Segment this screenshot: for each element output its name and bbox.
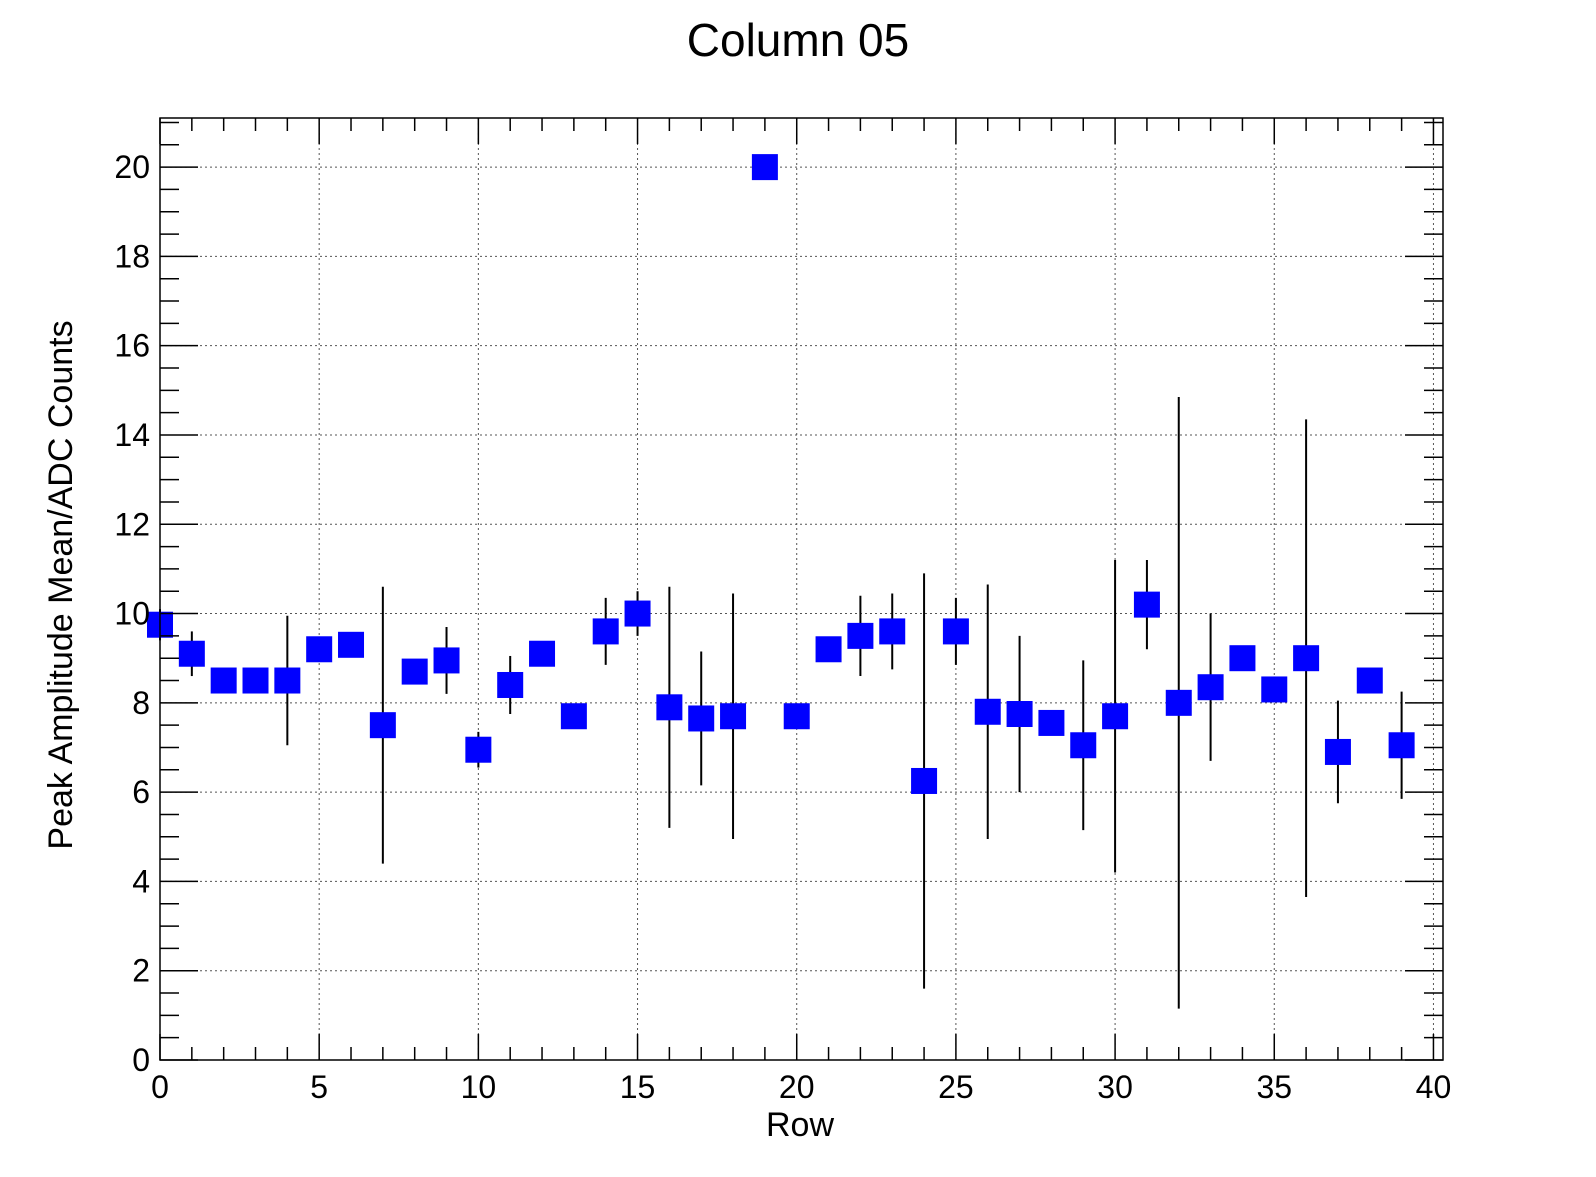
data-point-1 [178,640,205,667]
data-point-31 [1133,591,1160,618]
x-tick-label-10: 10 [461,1069,497,1105]
data-point-30 [1102,703,1129,730]
data-point-28 [1038,709,1065,736]
chart-title: Column 05 [687,14,909,66]
x-tick-label-0: 0 [151,1069,169,1105]
y-tick-label-20: 20 [114,149,150,185]
y-tick-label-18: 18 [114,238,150,274]
data-point-20 [783,703,810,730]
data-point-34 [1229,645,1256,672]
x-tick-label-25: 25 [938,1069,974,1105]
tick-labels: 0 5 10 15 20 25 30 35 40 0 2 4 6 8 10 12 14 16 18 20 [114,149,1451,1105]
data-point-10 [465,736,492,763]
data-point-18 [720,703,747,730]
data-point-16 [656,694,683,721]
data-point-17 [688,705,715,732]
y-tick-label-12: 12 [114,506,150,542]
data-point-23 [879,618,906,645]
plot-frame [159,117,1444,1061]
x-tick-label-15: 15 [620,1069,656,1105]
x-tick-label-20: 20 [779,1069,815,1105]
data-point-3 [242,667,269,694]
data-point-32 [1165,689,1192,716]
x-tick-label-30: 30 [1097,1069,1133,1105]
data-point-2 [210,667,237,694]
data-point-21 [815,636,842,663]
x-axis-label: Row [766,1106,834,1144]
data-point-36 [1293,645,1320,672]
y-tick-label-4: 4 [132,863,150,899]
y-tick-label-14: 14 [114,417,150,453]
data-point-7 [369,712,396,739]
y-tick-label-6: 6 [132,774,150,810]
y-tick-label-10: 10 [114,596,150,632]
data-point-12 [529,640,556,667]
data-point-19 [751,154,778,181]
data-point-6 [338,631,365,658]
data-point-26 [974,698,1001,725]
data-point-29 [1070,732,1097,759]
data-point-8 [401,658,428,685]
data-point-15 [624,600,651,627]
y-tick-label-0: 0 [132,1042,150,1078]
data-point-37 [1324,738,1351,765]
data-point-14 [592,618,619,645]
data-point-24 [911,767,938,794]
plot-frame-rect [159,117,1444,1061]
data-point-9 [433,647,460,674]
data-point-38 [1356,667,1383,694]
data-point-33 [1197,674,1224,701]
data-point-13 [560,703,587,730]
axis-ticks [159,118,1443,1061]
data-point-25 [942,618,969,645]
data-point-39 [1388,732,1415,759]
data-point-35 [1261,676,1288,703]
x-tick-label-35: 35 [1256,1069,1292,1105]
data-point-27 [1006,701,1033,728]
data-point-11 [497,671,524,698]
y-axis-label: Peak Amplitude Mean/ADC Counts [42,320,80,849]
data-point-5 [306,636,333,663]
x-tick-label-5: 5 [310,1069,328,1105]
x-tick-label-40: 40 [1416,1069,1452,1105]
y-tick-label-16: 16 [114,328,150,364]
y-tick-label-2: 2 [132,953,150,989]
y-tick-label-8: 8 [132,685,150,721]
data-point-4 [274,667,301,694]
data-point-22 [847,622,874,649]
